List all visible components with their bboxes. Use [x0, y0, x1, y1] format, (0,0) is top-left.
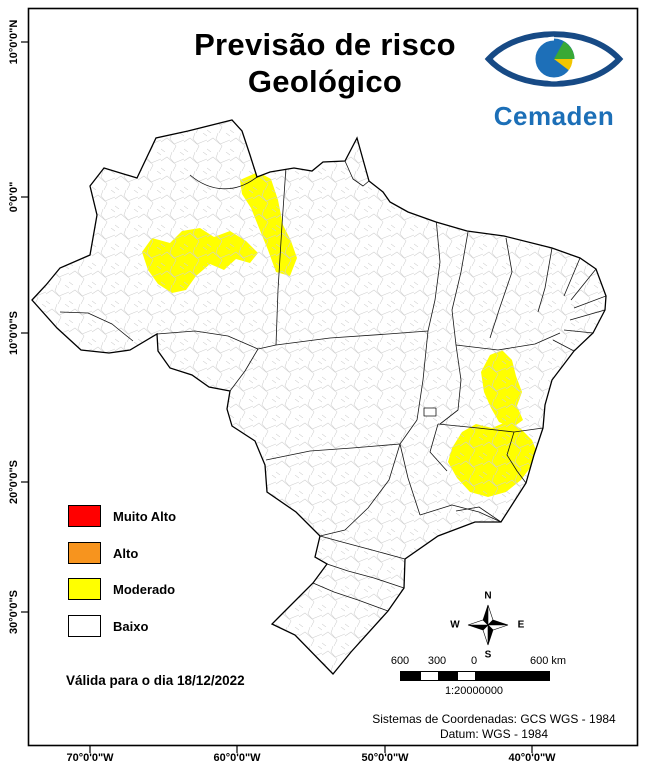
cemaden-logo-text: Cemaden: [493, 101, 615, 131]
lat-axis-label-20s: 20°0'0"S: [8, 459, 20, 505]
scale-bar: 600 300 0 600 km 1:20000000: [390, 655, 582, 701]
legend-label-moderado: Moderado: [113, 581, 176, 597]
map-frame-border: [27, 7, 639, 747]
lon-axis-label-50w: 50°0'0"W: [361, 752, 409, 764]
scale-label-0: 0: [470, 655, 478, 667]
legend-swatch-moderado: [68, 578, 101, 600]
lat-axis-label-10n: 10°0'0"N: [8, 19, 20, 65]
north-arrow-icon: [467, 604, 509, 646]
lon-axis-label-70w: 70°0'0"W: [66, 752, 114, 764]
scale-label-600-km: 600 km: [529, 655, 567, 667]
compass-rose: N W E S: [448, 586, 528, 666]
scale-label-300: 300: [427, 655, 447, 667]
lat-axis-label-0: 0°0'0": [8, 181, 20, 213]
federal-district-outline: [423, 407, 437, 417]
legend-swatch-baixo: [68, 615, 101, 637]
legend-label-muito-alto: Muito Alto: [113, 508, 177, 524]
page-title: Previsão de risco Geológico: [155, 26, 495, 100]
cemaden-eye-icon: [484, 31, 624, 87]
compass-east-label: E: [517, 619, 525, 631]
lon-axis-label-60w: 60°0'0"W: [213, 752, 261, 764]
page-title-line1: Previsão de risco: [194, 27, 456, 62]
validity-date: Válida para o dia 18/12/2022: [66, 673, 245, 688]
legend-label-alto: Alto: [113, 545, 139, 561]
axis-ticks: [21, 41, 533, 753]
compass-north-label: N: [484, 590, 492, 602]
scale-label-600-left: 600: [390, 655, 410, 667]
risk-legend: Muito Alto Alto Moderado Baixo: [68, 505, 278, 640]
lat-axis-label-10s: 10°0'0"S: [8, 310, 20, 356]
legend-label-baixo: Baixo: [113, 618, 149, 634]
legend-item-baixo: Baixo: [68, 615, 148, 637]
legend-item-moderado: Moderado: [68, 578, 175, 600]
lon-axis-label-40w: 40°0'0"W: [508, 752, 556, 764]
compass-west-label: W: [450, 619, 460, 631]
legend-swatch-alto: [68, 542, 101, 564]
legend-swatch-muito-alto: [68, 505, 101, 527]
state-boundaries: [59, 160, 606, 612]
cemaden-logo: Cemaden: [478, 20, 630, 132]
projection-info: Sistemas de Coordenadas: GCS WGS - 1984 …: [348, 712, 640, 742]
lat-axis-label-30s: 30°0'0"S: [8, 589, 20, 635]
legend-item-muito-alto: Muito Alto: [68, 505, 176, 527]
compass-south-label: S: [484, 649, 492, 661]
page-title-line2: Geológico: [247, 64, 403, 99]
scale-ratio: 1:20000000: [444, 685, 504, 697]
coordinate-system-text: Sistemas de Coordenadas: GCS WGS - 1984: [372, 712, 616, 726]
datum-text: Datum: WGS - 1984: [439, 727, 549, 741]
scale-bar-graphic: [400, 671, 550, 681]
legend-item-alto: Alto: [68, 542, 138, 564]
